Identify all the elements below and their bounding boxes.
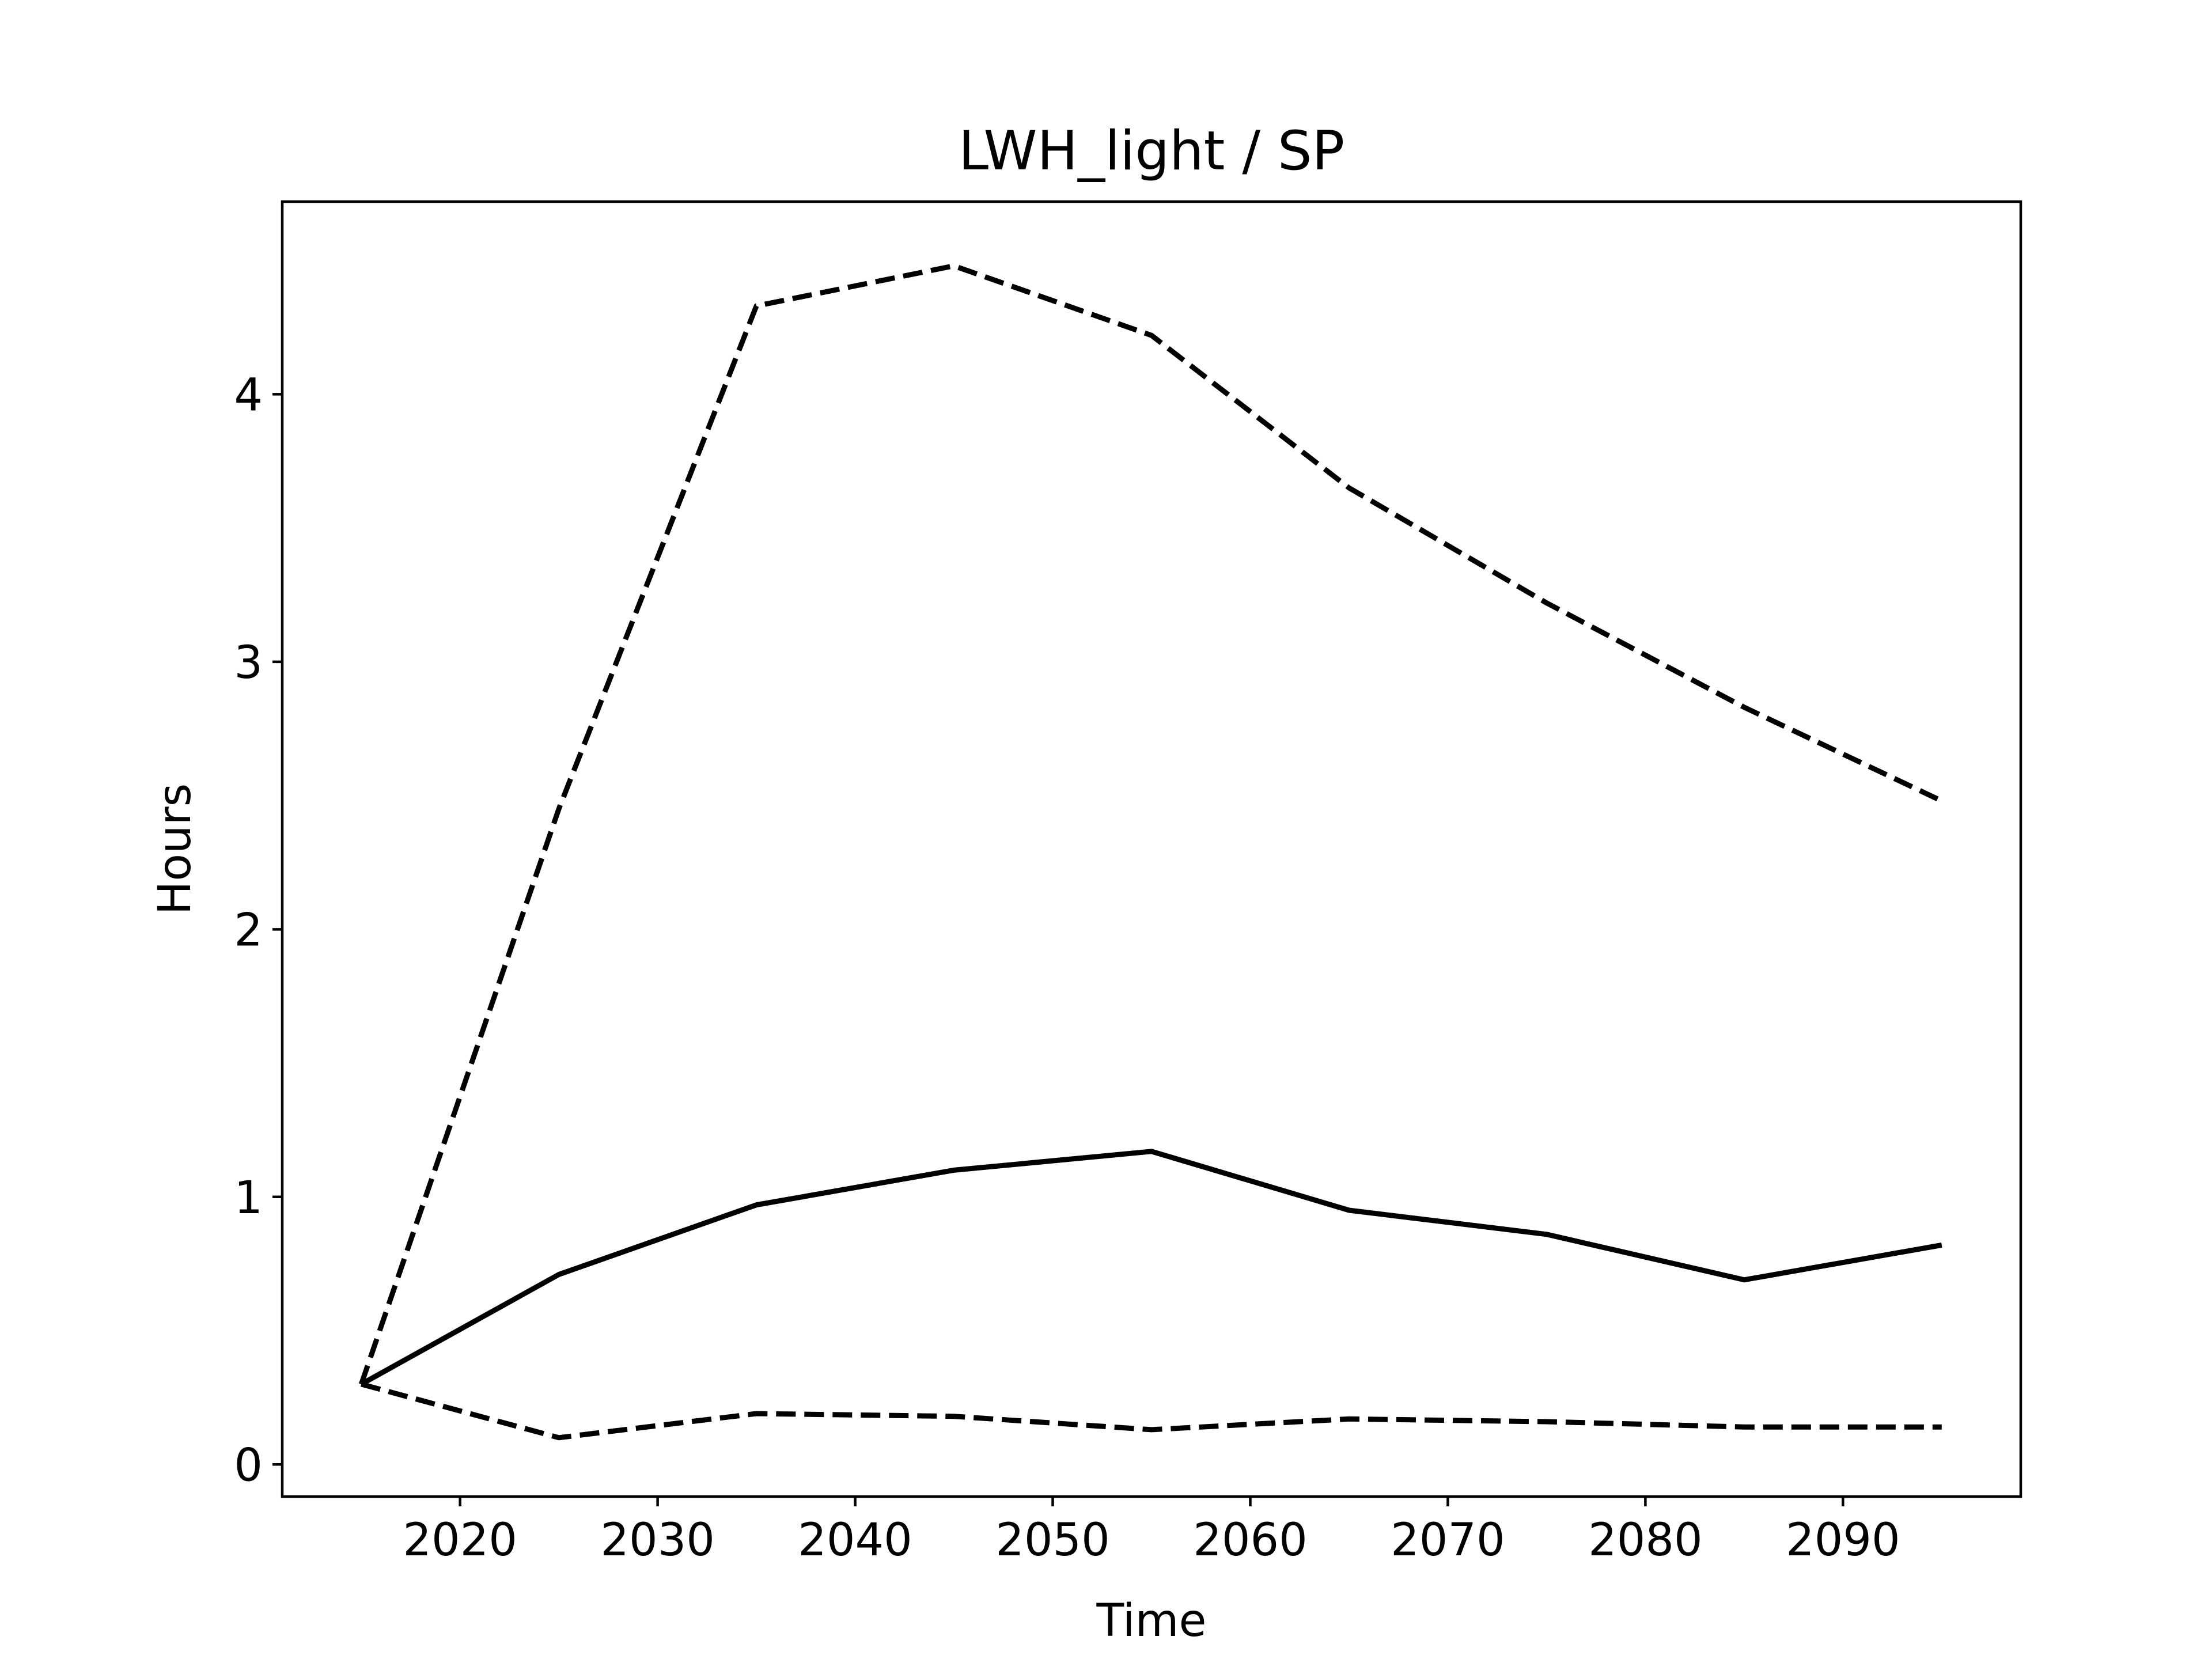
y-tick-label: 4: [234, 369, 263, 421]
x-tick-label: 2070: [1391, 1514, 1505, 1566]
axes-frame: [281, 200, 2022, 1498]
plot-area: [358, 263, 1943, 1441]
series-line-3: [361, 1381, 1942, 1441]
y-tick-label: 3: [234, 637, 263, 689]
x-tick-label: 2090: [1786, 1514, 1900, 1566]
series-line-1: [360, 1149, 1942, 1387]
x-axis: 2020 2030 2040 2050 2060 2070 2080 2090: [403, 1497, 1900, 1566]
y-tick-label: 1: [234, 1172, 263, 1224]
x-tick-label: 2030: [600, 1514, 715, 1566]
x-axis-label: Time: [1096, 1595, 1207, 1647]
series-line-2: [358, 263, 1943, 1385]
y-axis: 0 1 2 3 4: [234, 369, 282, 1491]
x-tick-label: 2080: [1588, 1514, 1703, 1566]
y-tick-label: 0: [234, 1440, 263, 1491]
x-tick-label: 2060: [1193, 1514, 1308, 1566]
y-tick-label: 2: [234, 904, 263, 956]
chart-title: LWH_light / SP: [959, 120, 1344, 183]
x-tick-label: 2040: [798, 1514, 912, 1566]
x-tick-label: 2050: [995, 1514, 1110, 1566]
x-tick-label: 2020: [403, 1514, 517, 1566]
y-axis-label: Hours: [149, 783, 201, 915]
